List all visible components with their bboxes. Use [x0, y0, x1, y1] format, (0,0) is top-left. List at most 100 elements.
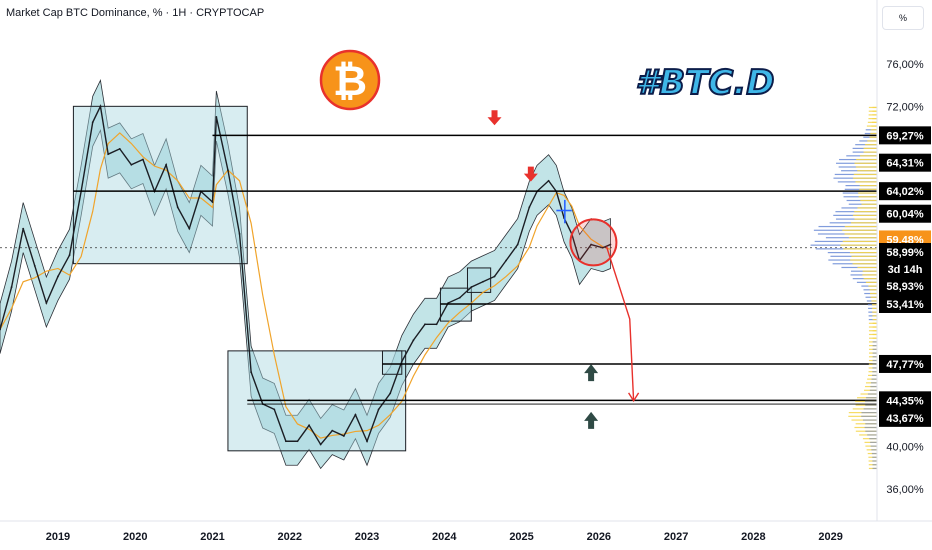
volume-profile-bar [853, 177, 877, 179]
bitcoin-symbol: ₿ [333, 56, 367, 105]
volume-profile-bar [869, 136, 877, 138]
price-point [424, 323, 426, 326]
volume-profile-bar [863, 151, 877, 153]
price-point [354, 413, 357, 416]
volume-profile-bar [872, 348, 877, 350]
volume-profile-bar [872, 337, 877, 339]
volume-profile-bar [858, 192, 877, 194]
axis-label-text: 64,02% [886, 186, 924, 198]
volume-profile-bar [861, 203, 877, 205]
volume-profile-bar [861, 412, 877, 414]
volume-profile-bar [863, 408, 877, 410]
volume-profile-bar [869, 292, 877, 295]
axis-label-text: 58,99% [886, 247, 924, 259]
up-arrow [584, 364, 599, 382]
annotations [487, 110, 640, 429]
price-point [107, 153, 110, 156]
volume-profile-bar [872, 352, 877, 354]
price-point [273, 408, 276, 411]
price-point [10, 286, 13, 288]
percent-scale-button[interactable]: % [882, 6, 924, 30]
volume-profile-bar [850, 259, 877, 261]
price-point [609, 243, 612, 246]
price-point [188, 227, 191, 230]
volume-profile-bar [852, 263, 877, 265]
x-tick-label: 2024 [432, 531, 457, 543]
axis-label-box [879, 204, 931, 223]
axis-label-text: 64,31% [886, 158, 924, 170]
y-tick-label: 76,00% [886, 59, 924, 71]
volume-profile-bar [872, 367, 877, 369]
volume-profile-bar [872, 333, 877, 336]
highlight-circle [569, 218, 618, 267]
price-point [601, 246, 604, 249]
volume-profile-bar [871, 452, 877, 455]
volume-profile-bar [849, 251, 877, 254]
price-point [308, 424, 310, 427]
price-axis-labels: 69,27% 64,02% 53,41% 47,77% 44,35% 64,31% 60,0… [879, 126, 931, 427]
volume-profile-bar [860, 199, 877, 202]
volume-profile-bar [844, 233, 877, 235]
axis-label-box [879, 277, 931, 296]
x-tick-label: 2021 [200, 531, 224, 543]
volume-profile-bar [872, 467, 877, 470]
price-point [435, 323, 438, 326]
volume-profile-bar [865, 144, 877, 146]
price-point [342, 435, 345, 437]
bitcoin-logo: ₿ [319, 49, 381, 111]
band-area [0, 79, 611, 470]
axis-label-box [879, 354, 931, 373]
bollinger-band [0, 79, 611, 470]
x-tick-label: 2027 [664, 531, 688, 543]
volume-profile-bar [872, 359, 877, 362]
volume-profile-bar [865, 423, 877, 425]
volume-profile-bar [856, 158, 877, 161]
volume-profile-bar [853, 173, 877, 176]
price-point [319, 443, 322, 446]
volume-profile-bar [859, 185, 877, 187]
volume-profile-bar [863, 278, 877, 280]
volume-profile-bar [867, 140, 877, 142]
price-point [33, 264, 36, 267]
chart-title: Market Cap BTC Dominance, % · 1H · CRYPT… [6, 7, 264, 19]
price-point [91, 121, 94, 124]
volume-profile-bar [872, 363, 877, 365]
volume-profile-bar [843, 248, 877, 250]
volume-profile-bar [866, 397, 877, 399]
price-point [227, 169, 229, 172]
volume-profile-bar [872, 106, 877, 109]
volume-profile-bar [872, 322, 877, 324]
down-arrow [523, 166, 538, 182]
y-tick-label: 72,00% [886, 101, 924, 113]
volume-profile-bar [872, 326, 877, 328]
volume-profile-bar [854, 218, 877, 220]
x-tick-label: 2025 [509, 531, 533, 543]
volume-profile [810, 106, 877, 470]
price-point [482, 280, 484, 283]
volume-profile-bar [869, 438, 877, 440]
volume-profile-bar [871, 378, 877, 380]
price-point [458, 296, 461, 299]
x-tick-label: 2020 [123, 531, 147, 543]
volume-profile-bar [871, 304, 877, 306]
volume-profile-bar [854, 162, 877, 164]
time-axis: 2019 2020 2021 2022 2023 2024 2025 2026 2027 2028… [46, 531, 843, 543]
x-tick-label: 2022 [278, 531, 302, 543]
volume-profile-bar [851, 255, 877, 257]
axis-label-box [879, 294, 931, 313]
axis-label-box [879, 126, 931, 145]
price-point [215, 116, 218, 118]
volume-profile-bar [870, 385, 877, 388]
price-point [389, 392, 392, 395]
volume-profile-bar [872, 371, 877, 373]
volume-profile-bar [872, 118, 877, 120]
volume-profile-bar [871, 449, 877, 451]
volume-profile-bar [848, 237, 877, 239]
volume-profile-bar [872, 114, 877, 116]
price-point [400, 360, 403, 363]
volume-profile-bar [870, 132, 877, 135]
price-point [493, 275, 496, 278]
axis-label-box [879, 242, 931, 261]
volume-profile-bar [867, 393, 877, 395]
ticker-logo: #BTC.D [636, 63, 775, 103]
